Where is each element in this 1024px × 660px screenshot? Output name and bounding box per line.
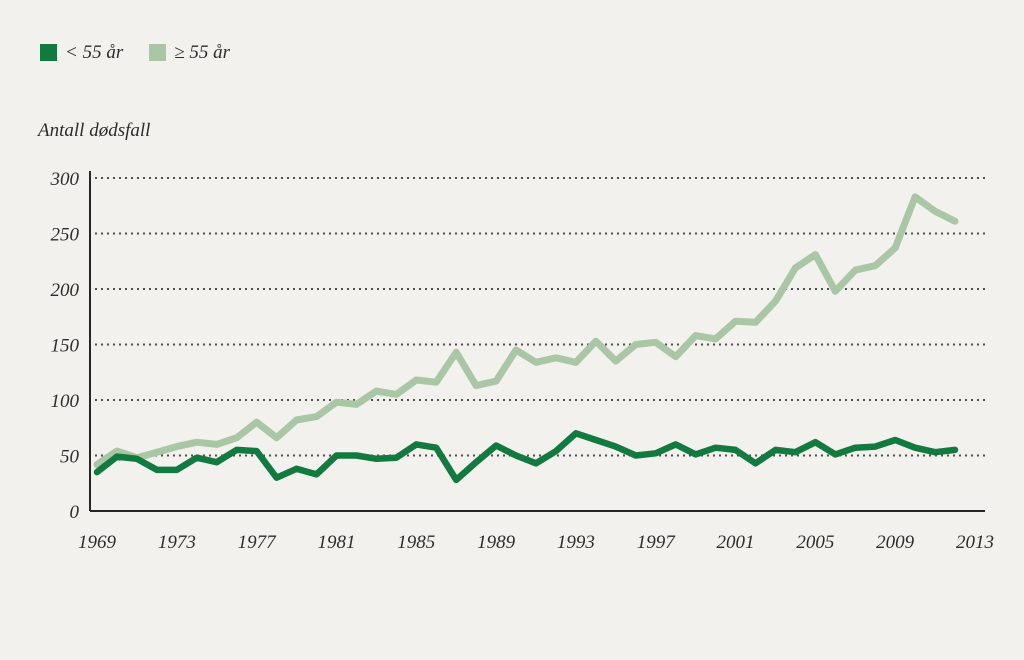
legend-label-over-55: ≥ 55 år — [174, 42, 231, 63]
y-tick-label-50: 50 — [60, 447, 80, 468]
legend-swatch-over-55-icon — [149, 44, 167, 61]
series-line-under-55 — [93, 430, 959, 484]
legend-label-under-55: < 55 år — [65, 42, 124, 63]
x-tick-label-2009: 2009 — [876, 532, 915, 553]
legend-item-over-55: ≥ 55 år — [149, 42, 231, 63]
y-tick-labels: 0 50 100 150 200 250 300 — [50, 169, 80, 523]
x-tick-label-1969: 1969 — [78, 532, 117, 553]
legend-item-under-55: < 55 år — [40, 42, 124, 63]
y-tick-label-200: 200 — [51, 280, 80, 301]
x-tick-labels: 1969 1973 1977 1981 1985 1989 1993 1997 2001 2005… — [78, 532, 994, 553]
legend: < 55 år ≥ 55 år — [40, 42, 231, 63]
x-tick-label-1977: 1977 — [238, 532, 278, 553]
gridlines — [95, 177, 985, 457]
series-line-over-55 — [93, 193, 959, 468]
y-tick-label-150: 150 — [51, 336, 80, 357]
x-tick-label-1985: 1985 — [397, 532, 435, 553]
y-axis-title: Antall dødsfall — [38, 120, 151, 141]
x-tick-label-2005: 2005 — [796, 532, 834, 553]
y-tick-label-250: 250 — [51, 225, 80, 246]
legend-swatch-under-55-icon — [40, 44, 57, 61]
x-tick-label-1989: 1989 — [477, 532, 516, 553]
x-tick-label-1981: 1981 — [317, 532, 355, 553]
x-tick-label-1997: 1997 — [637, 532, 677, 553]
y-tick-label-0: 0 — [70, 502, 80, 523]
y-tick-label-300: 300 — [50, 169, 80, 190]
x-tick-label-1993: 1993 — [557, 532, 595, 553]
x-tick-label-2013: 2013 — [956, 532, 994, 553]
y-tick-label-100: 100 — [51, 391, 80, 412]
x-tick-label-2001: 2001 — [717, 532, 755, 553]
x-tick-label-1973: 1973 — [158, 532, 196, 553]
